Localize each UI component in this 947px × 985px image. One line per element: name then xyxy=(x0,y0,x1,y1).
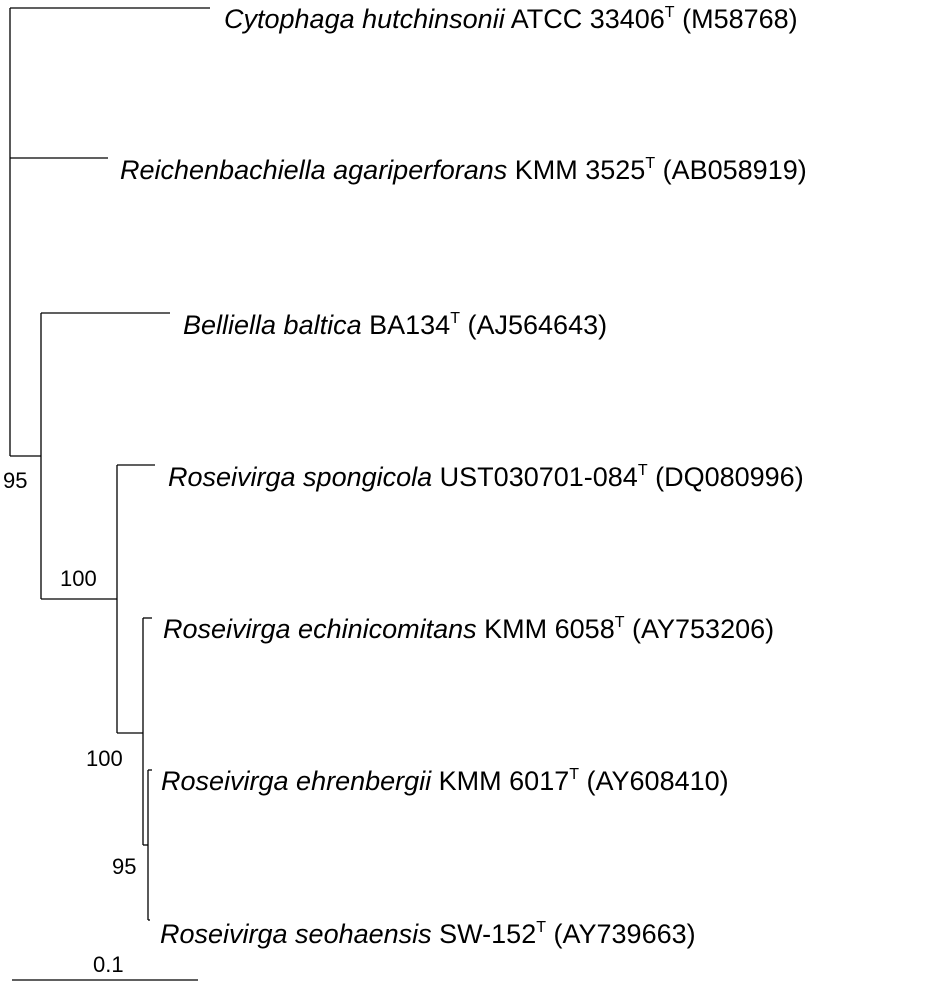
bootstrap-value-root: 95 xyxy=(3,468,27,493)
scale-bar-label: 0.1 xyxy=(93,952,124,977)
taxon-label-seohaensis: Roseivirga seohaensis SW-152T (AY739663) xyxy=(160,919,696,949)
taxon-label-spongicola: Roseivirga spongicola UST030701-084T (DQ… xyxy=(168,462,804,492)
bootstrap-value-clade: 100 xyxy=(60,566,97,591)
taxon-label-belliella: Belliella baltica BA134T (AJ564643) xyxy=(183,310,607,340)
bootstrap-value-inner: 95 xyxy=(112,854,136,879)
taxon-label-ehrenbergii: Roseivirga ehrenbergii KMM 6017T (AY6084… xyxy=(161,766,729,796)
bootstrap-value-roseivirga: 100 xyxy=(86,746,123,771)
taxon-label-echinicomitans: Roseivirga echinicomitans KMM 6058T (AY7… xyxy=(163,614,774,644)
taxon-label-cytophaga: Cytophaga hutchinsonii ATCC 33406T (M587… xyxy=(224,4,798,34)
taxon-label-reichenbachiella: Reichenbachiella agariperforans KMM 3525… xyxy=(120,155,807,185)
